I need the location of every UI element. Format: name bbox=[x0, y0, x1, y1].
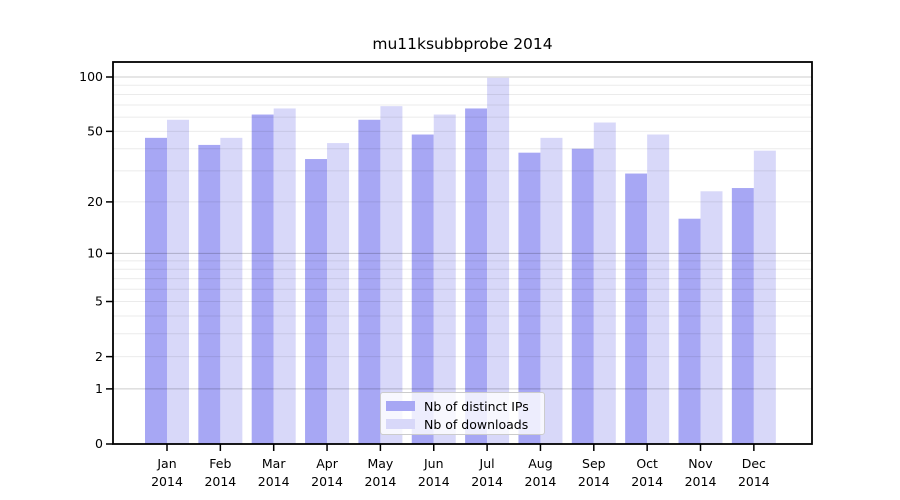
bar-downloads-dec bbox=[753, 150, 776, 444]
legend-item-downloads: Nb of downloads bbox=[385, 415, 544, 433]
x-tick-label-month: Apr bbox=[316, 456, 338, 471]
x-tick-label-month: Aug bbox=[528, 456, 552, 471]
legend-swatch-downloads bbox=[386, 419, 415, 429]
x-tick-label-month: Dec bbox=[742, 456, 766, 471]
bar-downloads-may bbox=[380, 106, 403, 445]
x-tick-label-year: 2014 bbox=[418, 474, 450, 489]
bar-downloads-sep bbox=[593, 122, 616, 444]
x-tick-label-year: 2014 bbox=[738, 474, 770, 489]
bar-ips-sep bbox=[571, 148, 594, 444]
x-tick-label-month: Mar bbox=[262, 456, 286, 471]
bar-ips-jul bbox=[465, 108, 488, 444]
bar-downloads-apr bbox=[327, 143, 350, 445]
bar-ips-mar bbox=[251, 114, 274, 445]
bar-ips-dec bbox=[731, 188, 754, 444]
x-tick-label-year: 2014 bbox=[631, 474, 663, 489]
x-tick-label-year: 2014 bbox=[204, 474, 236, 489]
legend-label-downloads: Nb of downloads bbox=[424, 416, 529, 432]
y-tick-label: 2 bbox=[95, 349, 103, 364]
bar-downloads-oct bbox=[647, 134, 670, 445]
legend: Nb of distinct IPs Nb of downloads bbox=[380, 392, 545, 435]
x-tick-label-year: 2014 bbox=[151, 474, 183, 489]
y-tick-label: 1 bbox=[95, 381, 103, 396]
x-tick-label-year: 2014 bbox=[311, 474, 343, 489]
x-tick-label-year: 2014 bbox=[258, 474, 290, 489]
bar-downloads-nov bbox=[700, 191, 723, 444]
y-tick-label: 0 bbox=[95, 436, 103, 451]
x-tick-label-year: 2014 bbox=[364, 474, 396, 489]
chart-title: mu11ksubbprobe 2014 bbox=[372, 35, 553, 53]
x-tick-label-year: 2014 bbox=[471, 474, 503, 489]
x-tick-label-month: Jan bbox=[156, 456, 176, 471]
bar-ips-aug bbox=[518, 152, 541, 444]
bar-downloads-jul bbox=[487, 77, 510, 445]
x-tick-label-month: Oct bbox=[636, 456, 658, 471]
bar-downloads-jun bbox=[433, 114, 456, 445]
x-tick-label-month: Feb bbox=[209, 456, 231, 471]
y-tick-label: 5 bbox=[95, 294, 103, 309]
x-tick-label-month: May bbox=[367, 456, 393, 471]
x-tick-label-month: Sep bbox=[582, 456, 606, 471]
bar-ips-nov bbox=[678, 218, 701, 444]
legend-item-distinct-ips: Nb of distinct IPs bbox=[385, 397, 544, 415]
y-tick-label: 20 bbox=[87, 194, 103, 209]
bar-downloads-mar bbox=[273, 108, 296, 444]
bar-ips-feb bbox=[198, 144, 221, 444]
bar-ips-jan bbox=[145, 137, 167, 445]
legend-swatch-distinct-ips bbox=[386, 401, 415, 411]
bar-ips-oct bbox=[625, 173, 648, 444]
y-tick-label: 50 bbox=[87, 124, 103, 139]
y-tick-label: 10 bbox=[87, 246, 103, 261]
legend-label-distinct-ips: Nb of distinct IPs bbox=[424, 398, 529, 414]
bar-downloads-aug bbox=[540, 137, 563, 445]
x-tick-label-year: 2014 bbox=[578, 474, 610, 489]
x-tick-label-year: 2014 bbox=[685, 474, 717, 489]
bar-ips-may bbox=[358, 119, 381, 445]
y-tick-label: 100 bbox=[79, 69, 103, 84]
x-tick-label-year: 2014 bbox=[525, 474, 557, 489]
x-tick-label-month: Nov bbox=[688, 456, 713, 471]
x-tick-label-month: Jun bbox=[423, 456, 444, 471]
bar-downloads-jan bbox=[167, 119, 189, 445]
bar-ips-jun bbox=[411, 134, 434, 445]
bar-ips-apr bbox=[305, 159, 328, 444]
x-tick-label-month: Jul bbox=[479, 456, 495, 471]
bar-downloads-feb bbox=[220, 137, 243, 445]
